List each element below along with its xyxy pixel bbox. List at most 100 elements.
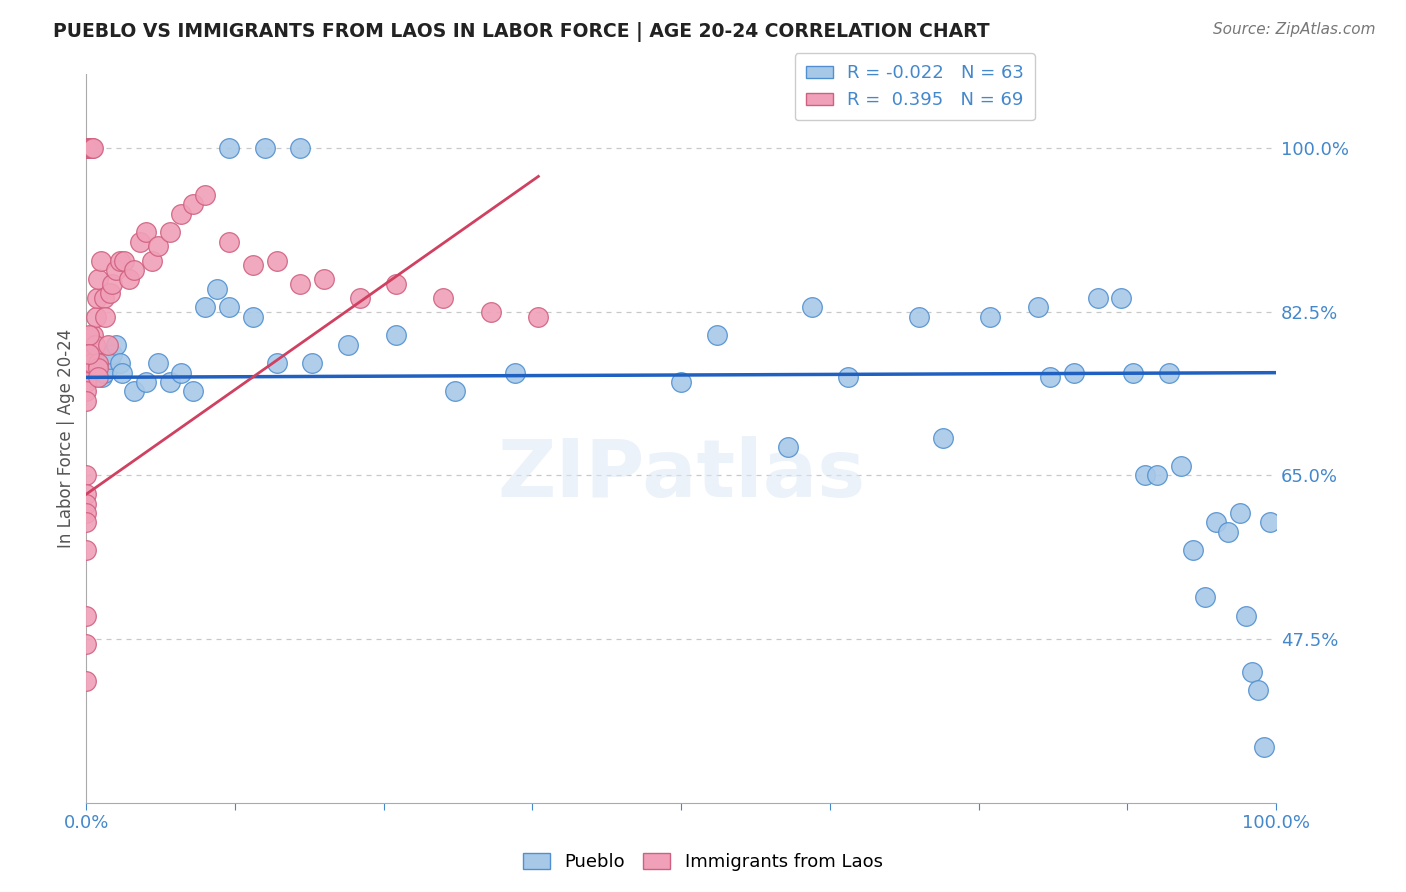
Point xyxy=(75,375,97,389)
Point xyxy=(80,141,103,155)
Legend: R = -0.022   N = 63, R =  0.395   N = 69: R = -0.022 N = 63, R = 0.395 N = 69 xyxy=(794,54,1035,120)
Point xyxy=(349,291,371,305)
Point xyxy=(105,263,128,277)
Point xyxy=(146,356,169,370)
Point xyxy=(218,235,240,249)
Point xyxy=(253,141,276,155)
Point xyxy=(79,347,101,361)
Point xyxy=(87,272,110,286)
Point xyxy=(908,310,931,324)
Point xyxy=(90,253,112,268)
Point xyxy=(1087,291,1109,305)
Point xyxy=(503,366,526,380)
Point xyxy=(1039,370,1062,384)
Point xyxy=(183,384,205,399)
Point xyxy=(218,300,240,314)
Point xyxy=(669,375,692,389)
Text: ZIPatlas: ZIPatlas xyxy=(496,435,865,514)
Point xyxy=(75,608,97,623)
Point xyxy=(1063,366,1085,380)
Point xyxy=(1253,739,1275,754)
Text: PUEBLO VS IMMIGRANTS FROM LAOS IN LABOR FORCE | AGE 20-24 CORRELATION CHART: PUEBLO VS IMMIGRANTS FROM LAOS IN LABOR … xyxy=(53,22,990,42)
Point xyxy=(79,141,101,155)
Point xyxy=(1146,468,1168,483)
Point xyxy=(101,347,124,361)
Point xyxy=(75,141,97,155)
Text: Source: ZipAtlas.com: Source: ZipAtlas.com xyxy=(1212,22,1375,37)
Point xyxy=(479,305,502,319)
Point xyxy=(1181,543,1204,558)
Point xyxy=(1170,459,1192,474)
Point xyxy=(801,300,824,314)
Point xyxy=(84,310,107,324)
Point xyxy=(141,253,163,268)
Point xyxy=(87,351,110,366)
Point xyxy=(83,337,105,351)
Point xyxy=(1111,291,1133,305)
Point xyxy=(75,393,97,408)
Point xyxy=(111,366,134,380)
Point xyxy=(77,141,100,155)
Point xyxy=(90,370,112,384)
Point xyxy=(1026,300,1049,314)
Point xyxy=(1234,608,1257,623)
Point xyxy=(98,351,121,366)
Point xyxy=(1258,515,1281,529)
Point xyxy=(101,277,124,291)
Point xyxy=(837,370,859,384)
Point xyxy=(75,141,97,155)
Point xyxy=(527,310,550,324)
Point xyxy=(75,141,97,155)
Point xyxy=(82,141,104,155)
Point xyxy=(242,310,264,324)
Point xyxy=(79,351,101,366)
Point xyxy=(194,300,217,314)
Point xyxy=(75,141,97,155)
Point xyxy=(135,226,157,240)
Point xyxy=(170,207,193,221)
Point xyxy=(97,337,120,351)
Point xyxy=(82,356,104,370)
Point xyxy=(778,441,800,455)
Point xyxy=(1229,506,1251,520)
Point xyxy=(118,272,141,286)
Point xyxy=(290,141,312,155)
Point xyxy=(90,356,112,370)
Point xyxy=(432,291,454,305)
Point xyxy=(218,141,240,155)
Point xyxy=(75,141,97,155)
Point xyxy=(170,366,193,380)
Point xyxy=(108,253,131,268)
Point xyxy=(75,141,97,155)
Point xyxy=(314,272,336,286)
Point xyxy=(75,366,97,380)
Point xyxy=(93,366,115,380)
Point xyxy=(97,361,120,376)
Point xyxy=(94,356,117,370)
Point xyxy=(84,361,107,376)
Point xyxy=(1133,468,1156,483)
Y-axis label: In Labor Force | Age 20-24: In Labor Force | Age 20-24 xyxy=(58,328,75,548)
Point xyxy=(1205,515,1227,529)
Point xyxy=(183,197,205,211)
Point xyxy=(77,347,100,361)
Point xyxy=(98,286,121,301)
Point xyxy=(77,328,100,343)
Point xyxy=(75,384,97,399)
Point xyxy=(1157,366,1180,380)
Point xyxy=(82,370,104,384)
Point xyxy=(86,291,108,305)
Point xyxy=(75,515,97,529)
Point xyxy=(194,188,217,202)
Point xyxy=(122,263,145,277)
Point xyxy=(242,258,264,272)
Point xyxy=(1218,524,1240,539)
Point xyxy=(94,310,117,324)
Point xyxy=(266,356,288,370)
Point xyxy=(75,496,97,510)
Point xyxy=(75,637,97,651)
Point xyxy=(205,281,228,295)
Point xyxy=(128,235,150,249)
Point xyxy=(93,291,115,305)
Point xyxy=(384,328,406,343)
